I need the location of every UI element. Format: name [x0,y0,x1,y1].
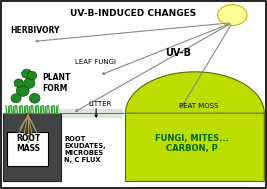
Ellipse shape [16,85,29,96]
Ellipse shape [29,93,40,103]
Text: UV-B: UV-B [166,48,191,58]
Text: HERBIVORY: HERBIVORY [11,26,60,35]
Text: FUNGI, MITES...
CARBON, P: FUNGI, MITES... CARBON, P [155,134,229,153]
FancyBboxPatch shape [3,113,61,181]
Text: LEAF FUNGI: LEAF FUNGI [75,59,116,65]
Text: PEAT MOSS: PEAT MOSS [179,103,218,109]
FancyBboxPatch shape [59,109,123,118]
Ellipse shape [27,71,37,80]
Circle shape [218,5,247,26]
Ellipse shape [11,94,21,103]
Text: UV-B-INDUCED CHANGES: UV-B-INDUCED CHANGES [70,9,197,18]
Text: LITTER: LITTER [88,101,112,107]
Ellipse shape [22,69,32,78]
FancyBboxPatch shape [25,113,31,134]
Text: PLANT
FORM: PLANT FORM [43,74,71,93]
Polygon shape [125,72,264,181]
Ellipse shape [14,79,23,87]
Text: ROOT
EXUDATES,
MICROBES
N, C FLUX: ROOT EXUDATES, MICROBES N, C FLUX [64,136,106,163]
Text: ROOT
MASS: ROOT MASS [16,134,40,153]
FancyBboxPatch shape [7,132,48,166]
Ellipse shape [24,78,35,88]
